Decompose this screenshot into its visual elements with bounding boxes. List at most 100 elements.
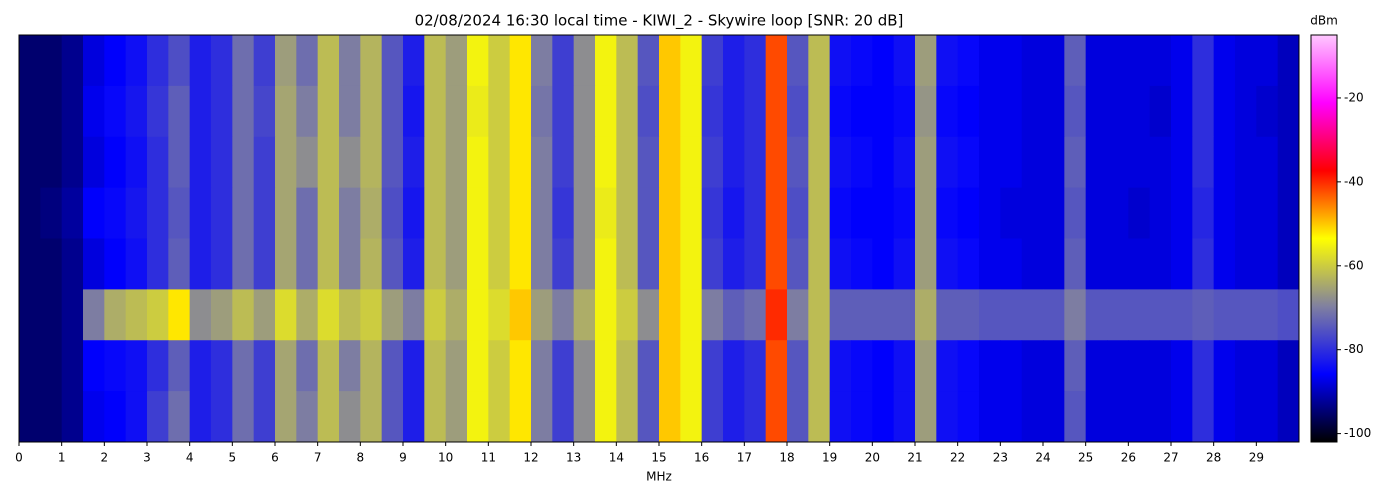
heatmap-cell [808,136,831,189]
heatmap-cell [595,187,617,239]
heatmap-cell [787,85,809,138]
heatmap-cell [403,289,425,341]
heatmap-cell [1192,136,1215,189]
heatmap-cell [659,340,681,392]
x-tick-label: 1 [58,451,66,465]
heatmap-cell [211,289,233,341]
heatmap-cell [1107,85,1129,138]
heatmap-cell [381,391,404,443]
heatmap-cell [915,35,937,87]
heatmap-cell [1235,289,1257,341]
heatmap-cell [381,35,404,87]
heatmap-cell [1277,35,1300,87]
heatmap-cell [275,289,297,341]
x-tick-label: 18 [779,451,794,465]
heatmap-cell [893,136,916,189]
heatmap-cell [936,340,959,392]
heatmap-cell [1277,85,1300,138]
heatmap-cell [232,340,255,392]
heatmap-cell [829,85,852,138]
heatmap-cell [445,289,468,341]
heatmap-cell [1235,391,1257,443]
heatmap-cell [253,136,276,189]
heatmap-cell [1085,340,1108,392]
x-tick-label: 2 [101,451,109,465]
heatmap-cell [723,289,745,341]
heatmap-cell [1149,289,1172,341]
heatmap-cell [1043,340,1065,392]
heatmap-cell [872,136,895,189]
heatmap-cell [1000,238,1023,290]
heatmap-cell [317,340,340,392]
heatmap-cell [403,340,425,392]
heatmap-cell [381,238,404,290]
heatmap-cell [701,238,724,290]
heatmap-cell [787,289,809,341]
heatmap-cell [723,187,745,239]
heatmap-cell [701,340,724,392]
x-tick-label: 21 [907,451,922,465]
colorbar-tick-label: -60 [1344,258,1364,272]
heatmap-cell [40,85,63,138]
heatmap-cell [147,391,169,443]
heatmap-cell [872,289,895,341]
heatmap-cell [1213,340,1236,392]
heatmap-cell [1213,391,1236,443]
heatmap-cell [339,136,361,189]
heatmap-cell [637,85,660,138]
heatmap-cell [1235,238,1257,290]
heatmap-cell [1171,340,1193,392]
heatmap-cell [616,289,639,341]
heatmap-cell [723,391,745,443]
heatmap-cell [595,238,617,290]
heatmap-cell [744,391,767,443]
heatmap-cell [1107,187,1129,239]
heatmap-cell [808,238,831,290]
heatmap-cell [104,391,127,443]
heatmap-cell [531,340,553,392]
heatmap-cell [253,340,276,392]
heatmap-cell [1277,391,1300,443]
heatmap-cell [1213,85,1236,138]
heatmap-cell [1128,289,1151,341]
heatmap-cell [1064,35,1087,87]
heatmap-cell [1128,35,1151,87]
heatmap-cell [979,136,1001,189]
heatmap-cell [147,35,169,87]
heatmap-cell [595,85,617,138]
heatmap-cell [829,391,852,443]
heatmap-cell [723,136,745,189]
heatmap-cell [253,238,276,290]
heatmap-cell [1128,85,1151,138]
heatmap-cell [381,136,404,189]
heatmap-cell [1000,85,1023,138]
colorbar-label: dBm [1310,14,1338,28]
heatmap-cell [339,238,361,290]
heatmap-cell [936,289,959,341]
heatmap-cell [147,85,169,138]
heatmap-cell [1043,35,1065,87]
heatmap-cell [296,289,319,341]
heatmap-cell [1235,85,1257,138]
heatmap-cell [232,238,255,290]
heatmap-cell [424,340,447,392]
heatmap-cell [1107,340,1129,392]
heatmap-cell [573,187,596,239]
heatmap-cell [1000,136,1023,189]
heatmap-cell [1171,187,1193,239]
heatmap-cell [189,85,212,138]
heatmap-cell [360,289,383,341]
heatmap-cell [1064,187,1087,239]
heatmap-cell [104,85,127,138]
heatmap-cell [467,289,489,341]
heatmap-cell [1277,136,1300,189]
heatmap-cell [1213,35,1236,87]
heatmap-cell [573,340,596,392]
heatmap-cell [637,289,660,341]
heatmap-cell [1192,340,1215,392]
heatmap-cell [125,136,148,189]
heatmap-cell [701,187,724,239]
heatmap-cell [1043,136,1065,189]
heatmap-cell [125,289,148,341]
heatmap-cell [616,85,639,138]
